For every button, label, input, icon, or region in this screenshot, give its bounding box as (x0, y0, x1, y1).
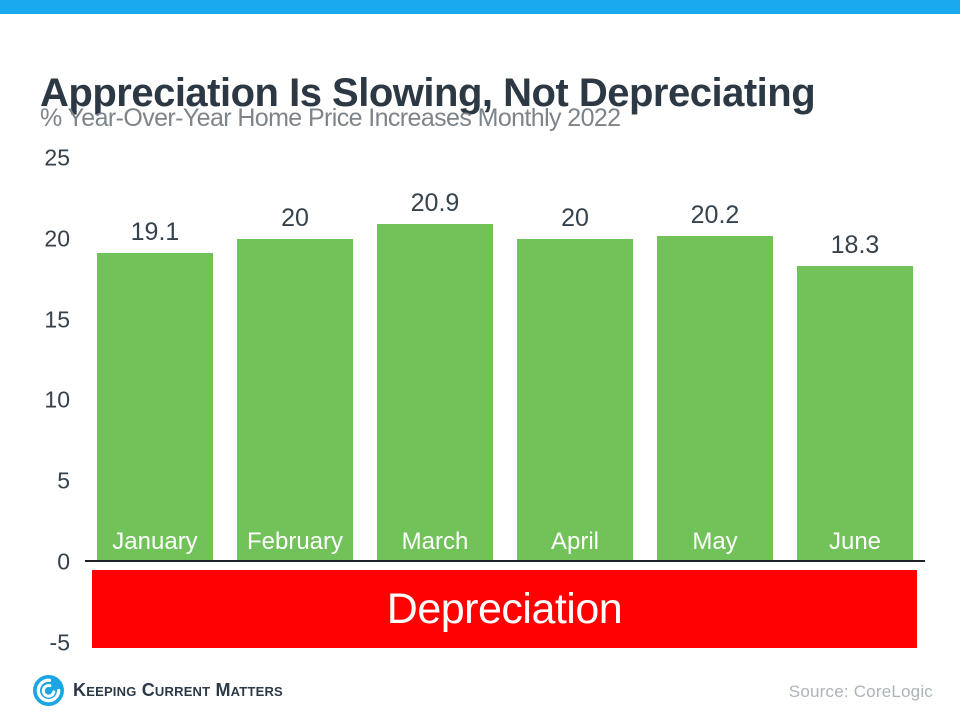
bar-value-label: 20 (281, 203, 309, 232)
x-axis-line (85, 560, 925, 562)
bar-month-label: March (401, 527, 469, 555)
page-title: Appreciation Is Slowing, Not Depreciatin… (40, 70, 816, 115)
bar-value-label: 19.1 (130, 218, 180, 247)
bar-june: June (797, 266, 913, 562)
bar-may: May (657, 235, 773, 562)
bar-month-label: May (692, 527, 738, 555)
bar-value-label: 20.9 (410, 189, 460, 218)
brand-name: Keeping Current Matters (73, 679, 283, 700)
bar-january: January (97, 253, 213, 562)
bar-april: April (517, 238, 633, 562)
bar-month-label: January (112, 527, 198, 555)
kcm-swirl-icon (33, 674, 64, 706)
y-tick-label: 0 (57, 548, 70, 575)
y-tick-label: 15 (44, 306, 70, 333)
bar-march: March (377, 224, 493, 562)
y-tick-label: 25 (44, 144, 70, 171)
bar-month-label: June (828, 527, 882, 555)
y-tick-label: -5 (49, 629, 70, 656)
y-tick-label: 5 (57, 467, 70, 494)
bar-february: February (237, 238, 353, 562)
bar-value-label: 20 (561, 203, 589, 232)
bar-month-label: April (550, 527, 599, 555)
bar-month-label: February (246, 527, 344, 555)
depreciation-label: Depreciation (386, 584, 623, 633)
top-accent-bar (0, 0, 960, 14)
bar-value-label: 18.3 (830, 231, 880, 260)
depreciation-band: Depreciation (92, 570, 917, 648)
y-tick-label: 10 (44, 386, 70, 413)
brand-logo: Keeping Current Matters (33, 674, 283, 706)
chart-subtitle: % Year-Over-Year Home Price Increases Mo… (40, 104, 621, 132)
source-credit: Source: CoreLogic (788, 682, 933, 701)
y-tick-label: 20 (44, 225, 70, 252)
bar-value-label: 20.2 (690, 200, 740, 229)
